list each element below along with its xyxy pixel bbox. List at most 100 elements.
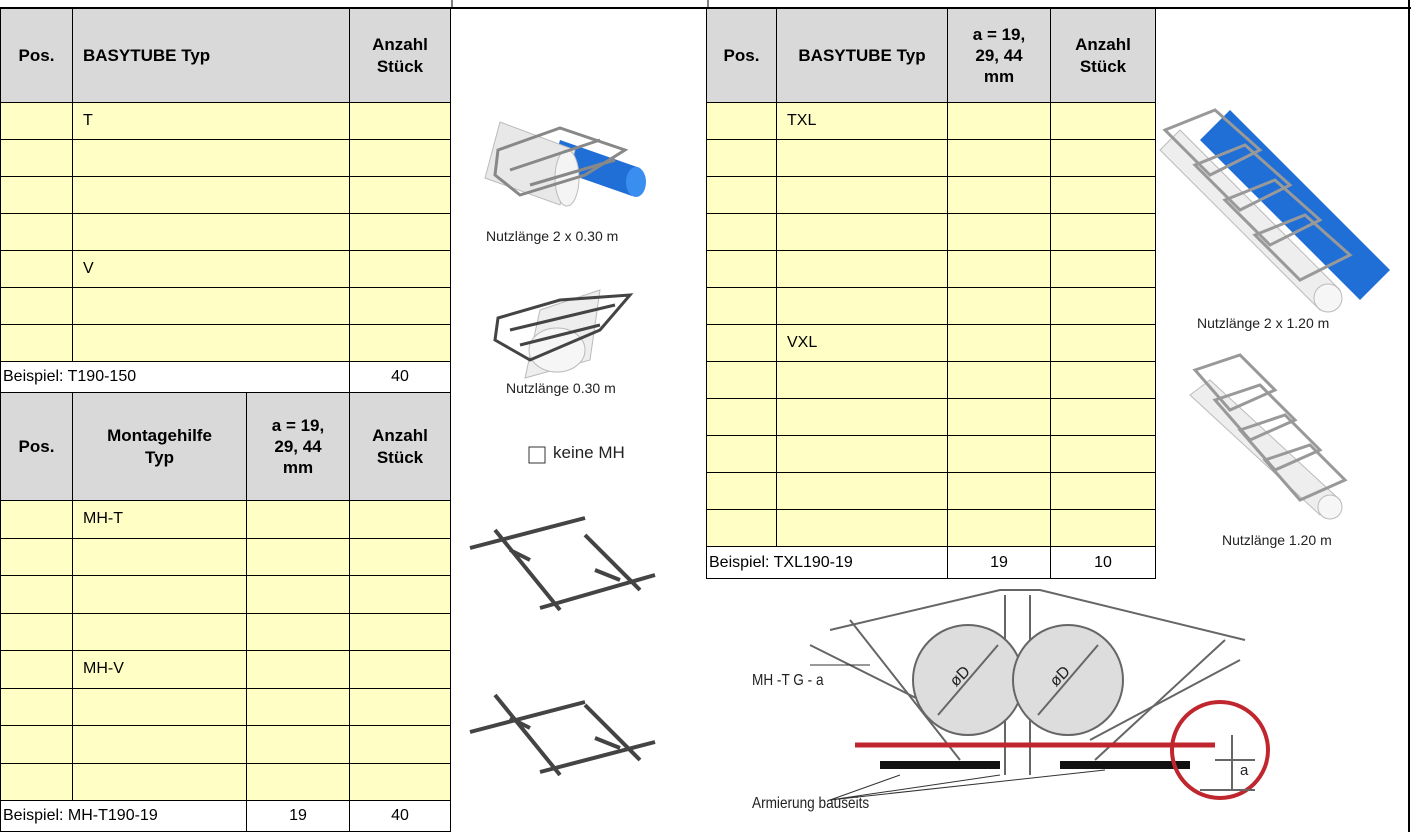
example-value: 40	[349, 800, 451, 832]
table-cell	[72, 176, 350, 214]
table-cell	[246, 575, 350, 614]
table-cell	[246, 612, 350, 651]
table-cell	[349, 102, 451, 140]
table-cell	[947, 176, 1051, 214]
table-cell	[72, 213, 350, 251]
table-cell	[706, 102, 777, 140]
table-cell	[0, 762, 73, 801]
table-cell	[706, 139, 777, 177]
table-cell	[0, 287, 73, 325]
table-cell	[0, 537, 73, 576]
table-cell	[0, 250, 73, 288]
caption: Nutzlänge 2 x 0.30 m	[486, 228, 619, 244]
table-cell	[72, 287, 350, 325]
table-cell	[706, 509, 777, 547]
header-cell: BASYTUBE Typ	[776, 8, 948, 103]
example-label: Beispiel: MH-T190-19	[0, 800, 247, 832]
header-cell: Anzahl Stück	[1050, 8, 1156, 103]
header-cell: Pos.	[0, 8, 73, 103]
table-cell	[947, 102, 1051, 140]
header-cell: Pos.	[0, 392, 73, 501]
table-cell	[776, 361, 948, 399]
table-cell	[776, 213, 948, 251]
table-cell	[349, 725, 451, 764]
example-value: 19	[947, 546, 1051, 579]
table-cell	[947, 213, 1051, 251]
header-cell: a = 19, 29, 44 mm	[947, 8, 1051, 103]
diagram-label: a	[1240, 762, 1249, 779]
table-cell	[0, 324, 73, 362]
table-cell	[1050, 435, 1156, 473]
table-cell	[246, 762, 350, 801]
table-cell	[349, 500, 451, 539]
table-cell	[0, 575, 73, 614]
table-cell	[1050, 176, 1156, 214]
table-cell	[349, 575, 451, 614]
cross-section-diagram	[809, 589, 1270, 801]
example-value: 10	[1050, 546, 1156, 579]
table-cell	[1050, 287, 1156, 325]
table-cell	[246, 725, 350, 764]
table-cell	[0, 176, 73, 214]
table-cell: V	[72, 250, 350, 288]
diagram-label: MH -T G - a	[752, 672, 824, 689]
table-cell	[947, 435, 1051, 473]
table-cell	[246, 537, 350, 576]
table-cell	[246, 687, 350, 726]
table-cell	[72, 139, 350, 177]
table-cell	[0, 139, 73, 177]
table-cell	[947, 361, 1051, 399]
table-cell: MH-T	[72, 500, 247, 539]
table-cell	[349, 650, 451, 689]
header-cell: Anzahl Stück	[349, 392, 451, 501]
table-cell	[776, 287, 948, 325]
table-cell	[72, 575, 247, 614]
header-cell: Montagehilfe Typ	[72, 392, 247, 501]
tube-xl-single-image	[1189, 353, 1348, 520]
table-cell	[349, 139, 451, 177]
table-cell	[947, 398, 1051, 436]
table-cell	[0, 213, 73, 251]
table-cell	[72, 324, 350, 362]
checkbox[interactable]	[528, 446, 546, 464]
example-value: 40	[349, 361, 451, 393]
tube-single-image	[493, 289, 634, 379]
table-cell	[776, 176, 948, 214]
table-cell	[706, 213, 777, 251]
table-cell	[706, 324, 777, 362]
table-cell	[72, 537, 247, 576]
table-cell	[1050, 361, 1156, 399]
caption: Nutzlänge 0.30 m	[506, 380, 616, 396]
table-cell	[706, 398, 777, 436]
table-cell	[246, 650, 350, 689]
header-cell: Anzahl Stück	[349, 8, 451, 103]
table-cell	[349, 287, 451, 325]
table-cell	[72, 762, 247, 801]
header-cell: a = 19, 29, 44 mm	[246, 392, 350, 501]
tube-double-image	[484, 121, 646, 207]
table-cell	[1050, 509, 1156, 547]
table-cell	[1050, 250, 1156, 288]
table-cell	[0, 725, 73, 764]
diagram-label: Armierung bauseits	[752, 795, 870, 812]
table-cell	[706, 176, 777, 214]
example-label: Beispiel: TXL190-19	[706, 546, 948, 579]
table-cell	[349, 176, 451, 214]
assembly-aid-images	[469, 516, 656, 777]
table-cell	[72, 612, 247, 651]
table-cell: MH-V	[72, 650, 247, 689]
table-cell	[0, 500, 73, 539]
table-cell	[349, 687, 451, 726]
table-cell	[776, 435, 948, 473]
table-cell	[706, 435, 777, 473]
table-cell	[947, 324, 1051, 362]
table-cell	[947, 287, 1051, 325]
table-cell	[349, 537, 451, 576]
example-label: Beispiel: T190-150	[0, 361, 350, 393]
table-cell	[706, 250, 777, 288]
table-cell	[776, 472, 948, 510]
table-cell	[947, 139, 1051, 177]
table-cell	[349, 762, 451, 801]
